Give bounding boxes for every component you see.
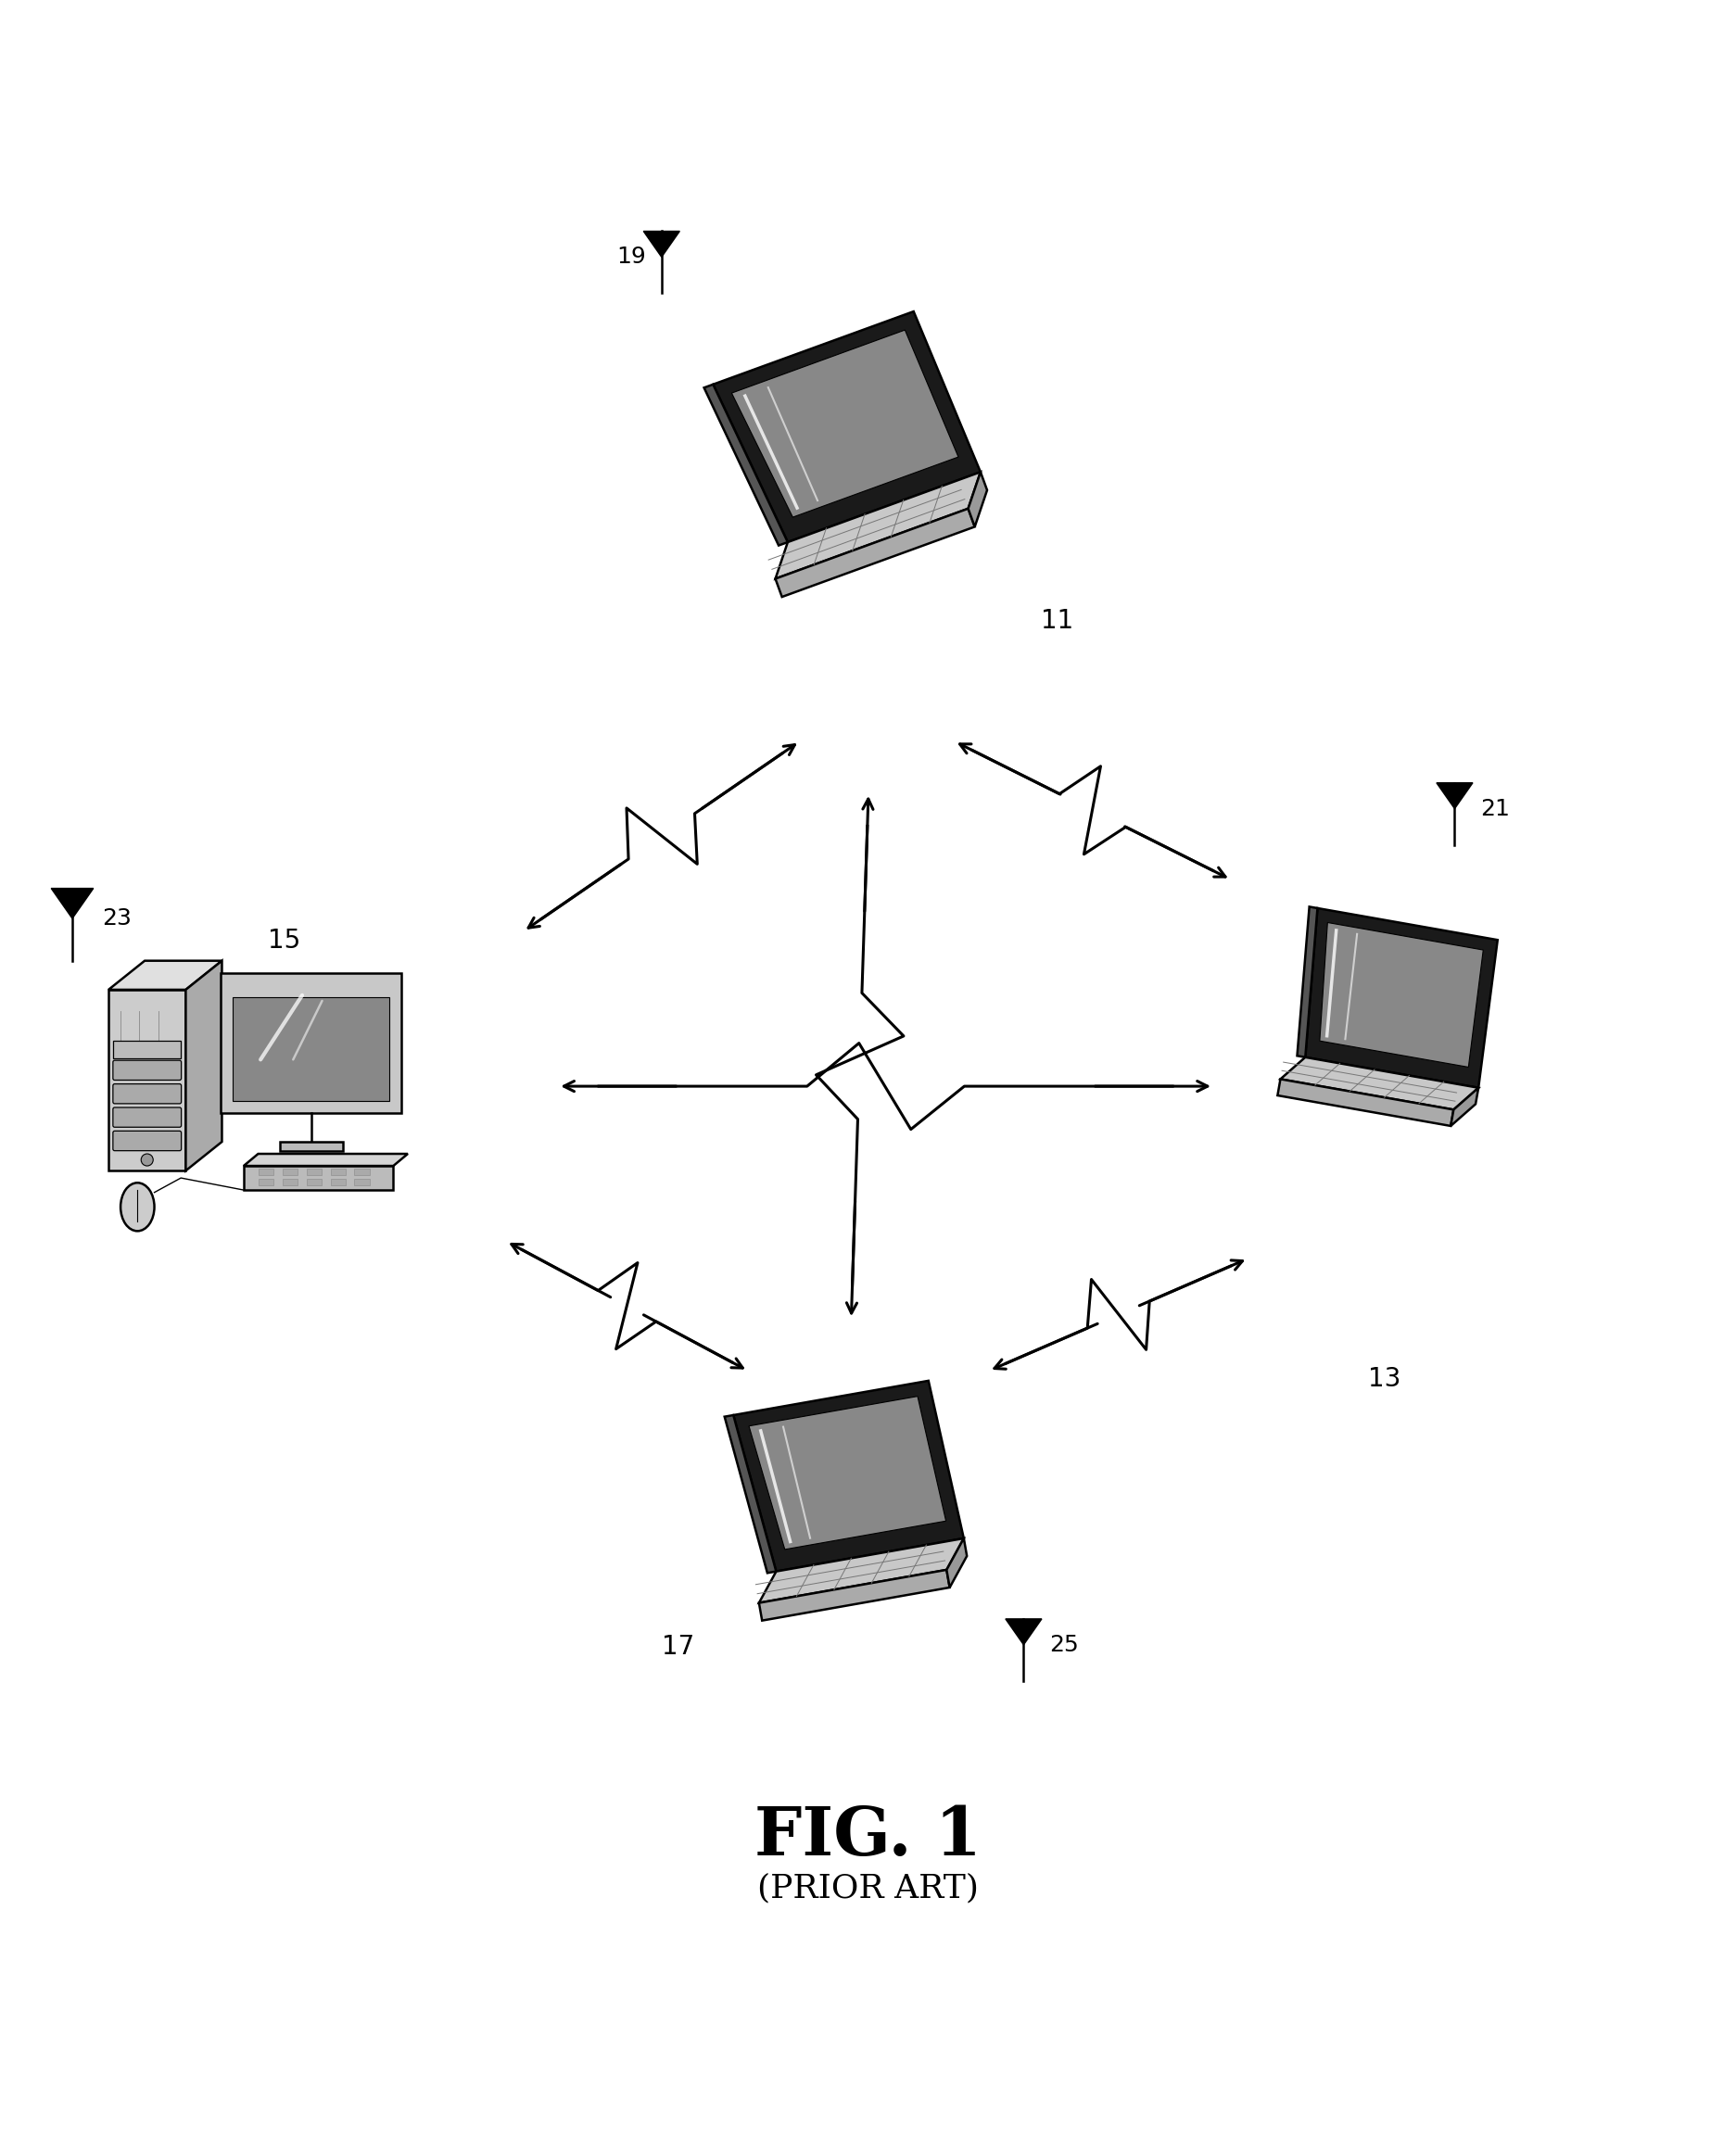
Polygon shape: [50, 889, 94, 919]
Bar: [354, 1169, 370, 1176]
Polygon shape: [233, 996, 389, 1101]
Text: 13: 13: [1368, 1366, 1401, 1392]
FancyBboxPatch shape: [113, 1131, 181, 1150]
Text: 21: 21: [1479, 797, 1509, 819]
Text: 17: 17: [661, 1633, 694, 1659]
Polygon shape: [1005, 1618, 1042, 1644]
Text: (PRIOR ART): (PRIOR ART): [757, 1873, 979, 1903]
Bar: [279, 1142, 342, 1152]
Polygon shape: [703, 385, 788, 545]
Polygon shape: [946, 1539, 967, 1589]
Bar: [306, 1169, 321, 1176]
Polygon shape: [759, 1539, 963, 1604]
Bar: [330, 1169, 345, 1176]
Polygon shape: [642, 231, 679, 257]
Text: 19: 19: [616, 246, 646, 267]
Polygon shape: [1297, 907, 1318, 1058]
Text: 15: 15: [267, 928, 300, 954]
Text: 25: 25: [1049, 1633, 1078, 1657]
FancyBboxPatch shape: [113, 1107, 181, 1127]
Text: 23: 23: [102, 907, 132, 930]
Bar: [306, 1178, 321, 1184]
Bar: [259, 1178, 274, 1184]
FancyBboxPatch shape: [113, 1084, 181, 1103]
Bar: [354, 1178, 370, 1184]
Text: FIG. 1: FIG. 1: [755, 1802, 981, 1869]
Polygon shape: [186, 960, 222, 1172]
Polygon shape: [967, 472, 986, 526]
Polygon shape: [1304, 909, 1496, 1088]
Polygon shape: [748, 1396, 946, 1550]
Ellipse shape: [120, 1182, 155, 1231]
Polygon shape: [1436, 783, 1472, 808]
Circle shape: [141, 1155, 153, 1165]
Bar: [283, 1178, 297, 1184]
Text: 11: 11: [1040, 607, 1073, 633]
Polygon shape: [108, 960, 222, 990]
Polygon shape: [1279, 1058, 1477, 1110]
Polygon shape: [774, 472, 981, 579]
Polygon shape: [243, 1165, 392, 1191]
Bar: [113, 1041, 181, 1058]
Polygon shape: [759, 1569, 950, 1621]
Bar: [330, 1178, 345, 1184]
Polygon shape: [774, 509, 974, 597]
Bar: [283, 1169, 297, 1176]
Polygon shape: [724, 1415, 776, 1574]
Polygon shape: [243, 1155, 408, 1165]
Polygon shape: [220, 973, 401, 1112]
Bar: [259, 1169, 274, 1176]
Polygon shape: [713, 312, 981, 543]
Polygon shape: [731, 329, 958, 517]
Polygon shape: [1450, 1088, 1477, 1127]
Polygon shape: [1319, 921, 1483, 1067]
Polygon shape: [733, 1381, 963, 1571]
Polygon shape: [108, 990, 186, 1172]
Polygon shape: [1278, 1080, 1453, 1127]
FancyBboxPatch shape: [113, 1060, 181, 1080]
